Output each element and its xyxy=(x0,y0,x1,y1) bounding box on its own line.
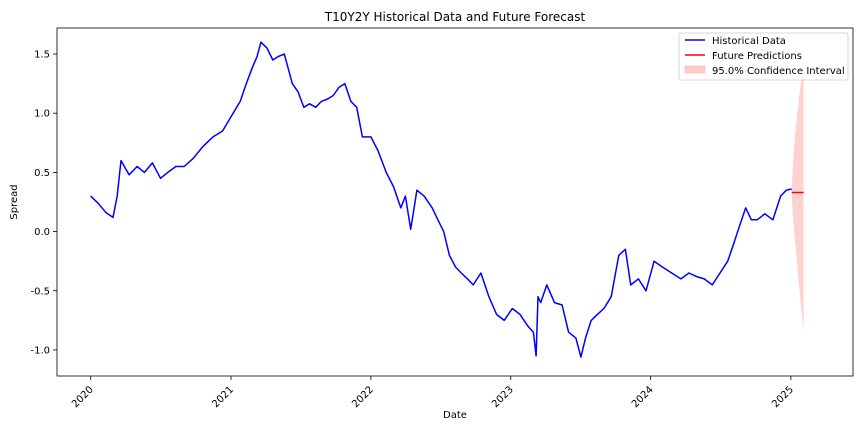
legend: Historical Data Future Predictions 95.0%… xyxy=(678,32,849,81)
x-tick-label-2023: 2023 xyxy=(490,384,516,410)
plot-area xyxy=(56,27,854,377)
legend-prediction-label: Future Predictions xyxy=(712,51,802,62)
y-tick-label--0.5: -0.5 xyxy=(30,286,50,297)
chart-title: T10Y2Y Historical Data and Future Foreca… xyxy=(324,10,586,24)
legend-interval-label: 95.0% Confidence Interval xyxy=(712,66,845,77)
y-tick-label-0.0: 0.0 xyxy=(34,227,50,238)
y-tick-label-1.0: 1.0 xyxy=(34,109,50,120)
plot-frame xyxy=(56,27,854,377)
x-axis-label: Date xyxy=(443,410,467,421)
y-tick-label-0.5: 0.5 xyxy=(34,168,50,179)
y-axis: -1.0 -0.5 0.0 0.5 1.0 1.5 xyxy=(30,50,57,356)
legend-interval-swatch xyxy=(684,65,706,74)
x-tick-label-2022: 2022 xyxy=(350,384,376,410)
series-marks xyxy=(90,41,804,358)
legend-historical-label: Historical Data xyxy=(712,36,786,47)
x-tick-label-2021: 2021 xyxy=(210,384,236,410)
y-tick-label--1.0: -1.0 xyxy=(30,345,50,356)
x-tick-label-2020: 2020 xyxy=(70,384,96,410)
x-tick-label-2025: 2025 xyxy=(770,384,796,410)
historical-data-line xyxy=(90,41,792,358)
legend-box xyxy=(678,32,849,81)
x-tick-label-2024: 2024 xyxy=(630,384,656,410)
y-tick-label-1.5: 1.5 xyxy=(34,50,50,61)
y-axis-label: Spread xyxy=(9,184,20,219)
confidence-interval-band xyxy=(791,65,804,332)
x-axis: 2020 2021 2022 2023 2024 2025 xyxy=(70,376,796,410)
